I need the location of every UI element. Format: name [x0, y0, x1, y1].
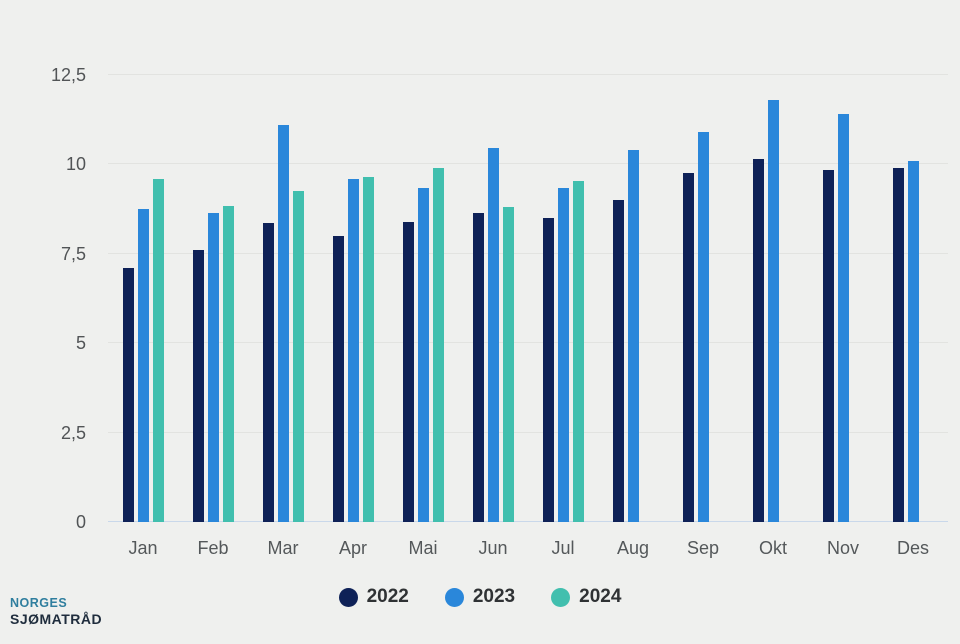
x-axis-label-feb: Feb [197, 538, 229, 558]
bar-group-okt: Okt [738, 75, 808, 558]
bar-2022-sep [682, 173, 694, 522]
gridline-5 [108, 342, 948, 344]
bar-2022-apr [332, 235, 344, 522]
gridline-10 [108, 163, 948, 165]
bar-group-aug: Aug [598, 75, 668, 558]
gridline-12,5 [108, 74, 948, 75]
bar-group-mai: Mai [388, 75, 458, 558]
bar-2024-jun [502, 207, 514, 522]
bar-2022-jan [122, 268, 134, 522]
legend-label-2023: 2023 [472, 586, 516, 607]
x-axis-label-nov: Nov [826, 538, 859, 558]
bar-group-mar: Mar [248, 75, 318, 558]
x-axis-label-mar: Mar [267, 538, 299, 558]
bar-2022-mai [402, 221, 414, 522]
gridline-7,5 [108, 252, 948, 254]
bars-apr [318, 75, 388, 522]
bar-2022-nov [822, 169, 834, 522]
legend-label-2022: 2022 [366, 586, 409, 607]
legend-label-2024: 2024 [579, 586, 622, 607]
legend-item-2022: 2022 [338, 586, 409, 608]
bar-2023-jul [557, 187, 569, 522]
bar-2023-apr [347, 178, 359, 522]
gridline-0 [108, 521, 948, 522]
bar-group-jan: Jan [108, 75, 178, 558]
bar-2024-apr [362, 176, 374, 522]
chart-legend: 2022 2023 2024 [0, 586, 960, 608]
bar-2024-mai [432, 167, 444, 522]
bar-group-feb: Feb [178, 75, 248, 558]
bar-group-des: Des [878, 75, 948, 558]
y-axis-tick-label: 2,5 [60, 422, 86, 443]
bar-2023-jan [137, 209, 149, 522]
bar-2024-feb [222, 205, 234, 522]
bars-mai [388, 75, 458, 522]
y-axis-tick-label: 12,5 [50, 65, 86, 85]
logo-line-sjomatrad: SJØMATRÅD [10, 611, 103, 627]
bar-2023-jun [487, 148, 499, 522]
bars-des [878, 75, 948, 522]
bar-2024-mar [292, 191, 304, 522]
plot-area: Jan Feb Mar Apr Mai Jun Jul Aug Sep Okt Nov Des [108, 74, 948, 558]
bar-2022-mar [262, 223, 274, 522]
norges-sjomatrad-logo: NORGES SJØMATRÅD [10, 595, 102, 627]
legend-marker-2023-icon [444, 587, 464, 607]
bar-2023-aug [627, 150, 639, 522]
legend-item-2024: 2024 [551, 586, 621, 608]
bar-2022-jun [472, 212, 484, 522]
bar-2023-okt [767, 100, 779, 522]
x-axis-label-okt: Okt [758, 538, 787, 558]
x-axis-label-aug: Aug [616, 538, 650, 558]
x-axis-label-jan: Jan [128, 538, 158, 558]
x-axis-label-des: Des [896, 538, 929, 558]
gridline-2,5 [108, 431, 948, 433]
y-axis-tick-label: 0 [75, 512, 86, 532]
bar-2022-jul [542, 218, 554, 522]
x-axis-label-sep: Sep [686, 538, 720, 558]
bars-mar [248, 75, 318, 522]
bar-2024-jan [152, 178, 164, 522]
bar-2023-mai [417, 187, 429, 522]
bar-2023-mar [277, 125, 289, 522]
bar-group-jun: Jun [458, 75, 528, 558]
bars-okt [738, 75, 808, 522]
y-axis-tick-label: 5 [75, 333, 86, 354]
bar-group-apr: Apr [318, 75, 388, 558]
x-axis-label-jun: Jun [478, 538, 508, 558]
bar-group-jul: Jul [528, 75, 598, 558]
y-axis-tick-label: 10 [65, 154, 86, 175]
bar-2023-feb [207, 212, 219, 522]
bar-2022-feb [192, 250, 204, 522]
bars-sep [668, 75, 738, 522]
bar-2023-sep [697, 132, 709, 522]
bars-feb [178, 75, 248, 522]
bars-nov [808, 75, 878, 522]
bar-2023-nov [837, 114, 849, 522]
bar-2023-des [907, 160, 919, 522]
bars-jan [108, 75, 178, 522]
bar-group-nov: Nov [808, 75, 878, 558]
bar-2022-okt [752, 159, 764, 522]
bars-aug [598, 75, 668, 522]
legend-marker-2022-icon [338, 587, 358, 607]
legend-marker-2024-icon [551, 587, 571, 607]
bar-2024-jul [572, 180, 584, 522]
bars-jul [528, 75, 598, 522]
bar-2022-des [892, 167, 904, 522]
bar-2022-aug [612, 200, 624, 522]
bars-jun [458, 75, 528, 522]
y-axis-tick-label: 7,5 [60, 243, 86, 264]
x-axis-label-mai: Mai [408, 538, 438, 558]
logo-line-norges: NORGES [10, 596, 68, 610]
bar-group-sep: Sep [668, 75, 738, 558]
x-axis-label-jul: Jul [551, 538, 575, 558]
legend-item-2023: 2023 [444, 586, 516, 608]
x-axis-label-apr: Apr [338, 538, 367, 558]
